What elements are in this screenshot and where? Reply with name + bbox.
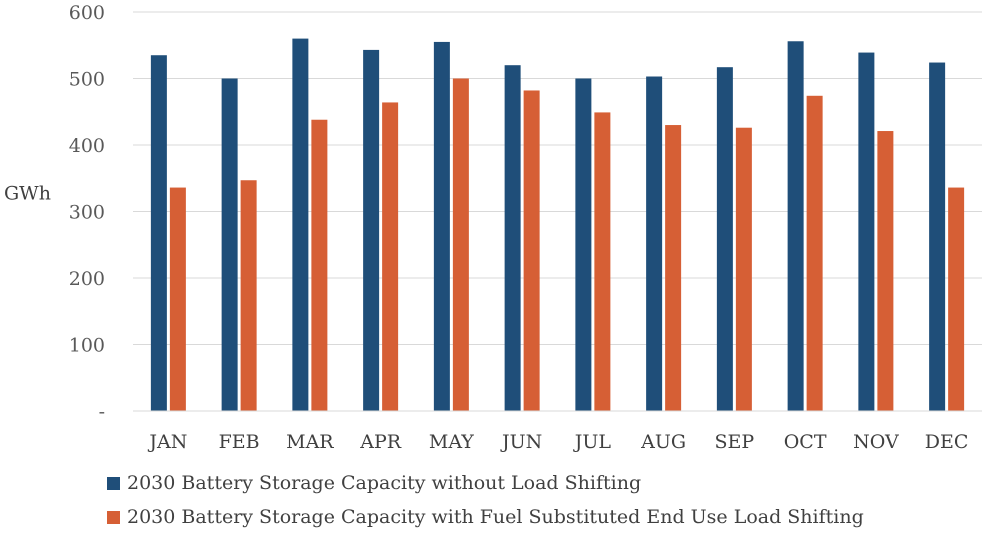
legend-swatch-series-2 xyxy=(107,510,120,524)
bar-series-1-aug xyxy=(646,76,663,411)
bar-series-1-feb xyxy=(221,78,238,411)
x-tick-label-apr: APR xyxy=(359,431,402,453)
bar-series-2-apr xyxy=(382,102,399,411)
bar-series-2-mar xyxy=(311,119,328,411)
legend-label-series-1: 2030 Battery Storage Capacity without Lo… xyxy=(127,472,642,494)
y-tick-label-100: 100 xyxy=(69,335,105,357)
x-tick-label-jun: JUN xyxy=(500,431,542,453)
bar-series-2-feb xyxy=(240,180,257,411)
legend-item-series-1: 2030 Battery Storage Capacity without Lo… xyxy=(107,466,864,500)
bar-series-1-jun xyxy=(504,65,521,411)
x-tick-label-jul: JUL xyxy=(573,431,612,453)
bar-series-2-dec xyxy=(948,187,965,411)
y-tick-label-200: 200 xyxy=(69,268,105,290)
y-tick-label-600: 600 xyxy=(69,2,105,24)
bar-series-2-nov xyxy=(877,131,894,411)
y-tick-label-0: - xyxy=(99,401,105,423)
bar-series-2-jan xyxy=(169,187,186,411)
y-tick-label-500: 500 xyxy=(69,69,105,91)
bar-series-2-sep xyxy=(735,127,752,412)
bar-series-1-mar xyxy=(292,38,309,411)
x-tick-label-mar: MAR xyxy=(286,431,334,453)
legend-swatch-series-1 xyxy=(107,476,120,490)
bar-series-1-nov xyxy=(858,52,875,411)
bar-series-1-apr xyxy=(363,49,380,411)
bar-series-2-jul xyxy=(594,112,611,411)
x-tick-label-sep: SEP xyxy=(715,431,755,453)
bar-series-2-aug xyxy=(665,125,682,412)
legend-label-series-2: 2030 Battery Storage Capacity with Fuel … xyxy=(127,506,864,528)
bar-series-2-may xyxy=(452,78,469,411)
x-tick-label-jan: JAN xyxy=(147,431,187,453)
bar-series-1-may xyxy=(433,41,450,412)
x-tick-label-aug: AUG xyxy=(640,431,686,453)
x-tick-label-nov: NOV xyxy=(853,431,899,453)
bar-series-1-oct xyxy=(787,41,804,411)
x-tick-label-feb: FEB xyxy=(219,431,260,453)
x-tick-label-may: MAY xyxy=(429,431,474,453)
legend: 2030 Battery Storage Capacity without Lo… xyxy=(107,466,864,534)
y-tick-label-400: 400 xyxy=(69,135,105,157)
bar-series-1-sep xyxy=(716,67,733,411)
bar-series-1-jul xyxy=(575,78,592,411)
y-axis-label: GWh xyxy=(4,183,51,205)
bars xyxy=(150,38,965,412)
y-tick-label-300: 300 xyxy=(69,202,105,224)
gridlines xyxy=(133,11,982,345)
y-axis-ticks: - 100 200 300 400 500 600 xyxy=(69,2,105,423)
bar-series-2-oct xyxy=(806,95,823,411)
legend-item-series-2: 2030 Battery Storage Capacity with Fuel … xyxy=(107,500,864,534)
x-tick-label-oct: OCT xyxy=(784,431,827,453)
bar-series-2-jun xyxy=(523,90,540,411)
x-tick-label-dec: DEC xyxy=(925,431,969,453)
bar-series-1-dec xyxy=(929,62,946,411)
bar-series-1-jan xyxy=(150,55,167,411)
x-axis-ticks: JAN FEB MAR APR MAY JUN JUL AUG SEP OCT NOV DEC xyxy=(147,431,968,453)
